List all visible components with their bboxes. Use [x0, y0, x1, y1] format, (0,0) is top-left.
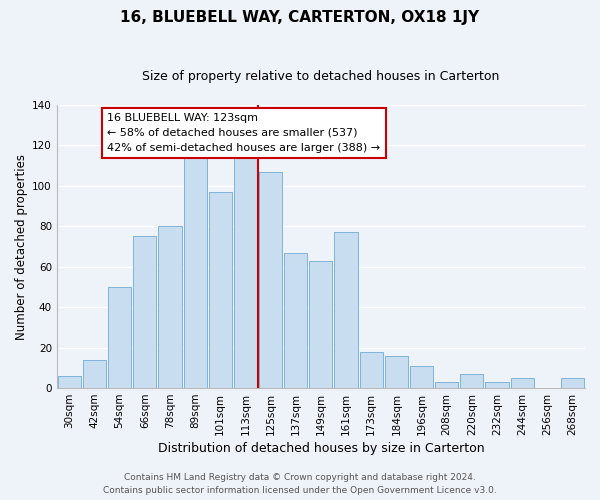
Bar: [485, 382, 509, 388]
Bar: [184, 150, 206, 388]
Bar: [108, 287, 131, 388]
Bar: [410, 366, 433, 388]
Bar: [334, 232, 358, 388]
Bar: [158, 226, 182, 388]
Bar: [435, 382, 458, 388]
X-axis label: Distribution of detached houses by size in Carterton: Distribution of detached houses by size …: [158, 442, 484, 455]
Bar: [511, 378, 533, 388]
Text: 16, BLUEBELL WAY, CARTERTON, OX18 1JY: 16, BLUEBELL WAY, CARTERTON, OX18 1JY: [121, 10, 479, 25]
Bar: [460, 374, 484, 388]
Bar: [83, 360, 106, 388]
Bar: [385, 356, 408, 388]
Y-axis label: Number of detached properties: Number of detached properties: [15, 154, 28, 340]
Bar: [359, 352, 383, 388]
Bar: [284, 252, 307, 388]
Bar: [209, 192, 232, 388]
Text: 16 BLUEBELL WAY: 123sqm
← 58% of detached houses are smaller (537)
42% of semi-d: 16 BLUEBELL WAY: 123sqm ← 58% of detache…: [107, 113, 380, 152]
Bar: [259, 172, 282, 388]
Title: Size of property relative to detached houses in Carterton: Size of property relative to detached ho…: [142, 70, 500, 83]
Bar: [58, 376, 81, 388]
Text: Contains HM Land Registry data © Crown copyright and database right 2024.
Contai: Contains HM Land Registry data © Crown c…: [103, 474, 497, 495]
Bar: [561, 378, 584, 388]
Bar: [234, 154, 257, 388]
Bar: [133, 236, 157, 388]
Bar: [310, 260, 332, 388]
